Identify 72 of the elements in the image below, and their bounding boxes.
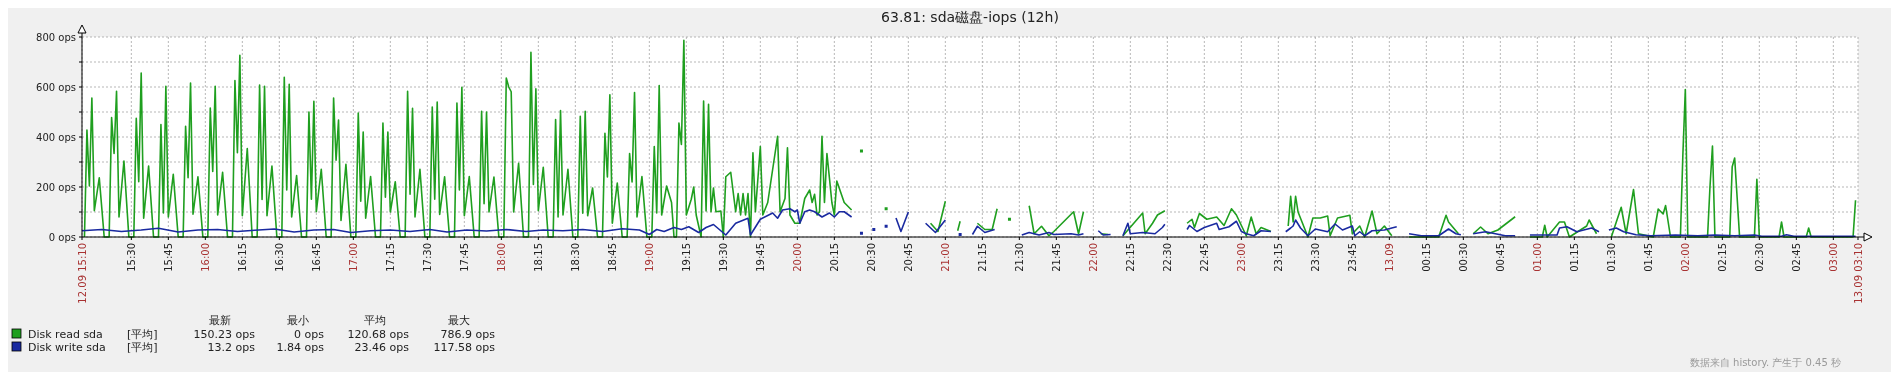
x-tick-label: 17:15 (384, 243, 396, 272)
x-tick-label: 18:00 (495, 243, 507, 272)
x-tick-label: 16:30 (273, 243, 285, 272)
x-tick-label: 19:00 (643, 243, 655, 272)
x-tick-label: 13.09 (1383, 243, 1395, 272)
x-tick-label: 13.09 03:10 (1852, 243, 1864, 304)
x-tick-label: 22:45 (1198, 243, 1210, 272)
x-tick-label: 00:30 (1457, 243, 1469, 272)
x-tick-label: 22:30 (1161, 243, 1173, 272)
text: [平均] (127, 341, 158, 354)
legend-label: Disk read sda (28, 328, 103, 341)
x-tick-label: 19:15 (680, 243, 692, 272)
x-tick-label: 18:15 (532, 243, 544, 272)
text: 最大 (448, 314, 470, 327)
text: 150.23 ops (193, 328, 256, 341)
x-tick-label: 20:15 (828, 243, 840, 272)
x-tick-label: 01:30 (1605, 243, 1617, 272)
x-tick-label: 01:15 (1568, 243, 1580, 272)
x-tick-label: 20:00 (791, 243, 803, 272)
x-tick-label: 18:30 (569, 243, 581, 272)
text: 数据来自 history. 产生于 0.45 秒 (1689, 357, 1841, 368)
x-tick-label: 02:00 (1679, 243, 1691, 272)
x-tick-label: 19:30 (717, 243, 729, 272)
x-tick-label: 03:00 (1827, 243, 1839, 272)
text: 786.9 ops (440, 328, 496, 341)
text: 0 ops (294, 328, 325, 341)
x-tick-label: 16:45 (310, 243, 322, 272)
x-tick-label: 17:45 (458, 243, 470, 272)
y-tick-label: 400 ops (36, 131, 76, 143)
text: 13.2 ops (207, 341, 256, 354)
x-tick-label: 00:15 (1420, 243, 1432, 272)
y-tick-label: 200 ops (36, 181, 76, 193)
x-tick-label: 01:45 (1642, 243, 1654, 272)
x-tick-label: 21:00 (939, 243, 951, 272)
x-tick-label: 01:00 (1531, 243, 1543, 272)
text: 最新 (209, 314, 231, 327)
x-tick-label: 22:00 (1087, 243, 1099, 272)
x-tick-label: 17:00 (347, 243, 359, 272)
text: 最小 (287, 314, 309, 327)
x-tick-label: 21:45 (1050, 243, 1062, 272)
text: 117.58 ops (433, 341, 496, 354)
x-tick-label: 17:30 (421, 243, 433, 272)
legend-label: Disk write sda (28, 341, 106, 354)
x-tick-label: 18:45 (606, 243, 618, 272)
x-tick-label: 23:15 (1272, 243, 1284, 272)
x-tick-label: 23:00 (1235, 243, 1247, 272)
x-tick-label: 12.09 15:10 (76, 243, 88, 304)
text: 120.68 ops (347, 328, 410, 341)
x-tick-label: 16:15 (236, 243, 248, 272)
text: 平均 (364, 314, 386, 327)
x-tick-label: 22:15 (1124, 243, 1136, 272)
chart-title: 63.81: sda磁盘-iops (12h) (881, 9, 1059, 25)
x-tick-label: 20:30 (865, 243, 877, 272)
y-tick-label: 600 ops (36, 81, 76, 93)
x-tick-label: 21:30 (1013, 243, 1025, 272)
text: 1.84 ops (276, 341, 325, 354)
text: 23.46 ops (354, 341, 410, 354)
x-tick-label: 15:30 (125, 243, 137, 272)
x-tick-label: 15:45 (162, 243, 174, 272)
x-tick-label: 23:45 (1346, 243, 1358, 272)
x-tick-label: 00:45 (1494, 243, 1506, 272)
x-tick-label: 02:30 (1753, 243, 1765, 272)
x-tick-label: 02:15 (1716, 243, 1728, 272)
text: [平均] (127, 328, 158, 341)
y-tick-label: 800 ops (36, 31, 76, 43)
x-tick-label: 23:30 (1309, 243, 1321, 272)
y-tick-label: 0 ops (48, 231, 76, 243)
x-tick-label: 02:45 (1790, 243, 1802, 272)
x-tick-label: 19:45 (754, 243, 766, 272)
x-tick-label: 21:15 (976, 243, 988, 272)
x-tick-label: 20:45 (902, 243, 914, 272)
x-tick-label: 16:00 (199, 243, 211, 272)
